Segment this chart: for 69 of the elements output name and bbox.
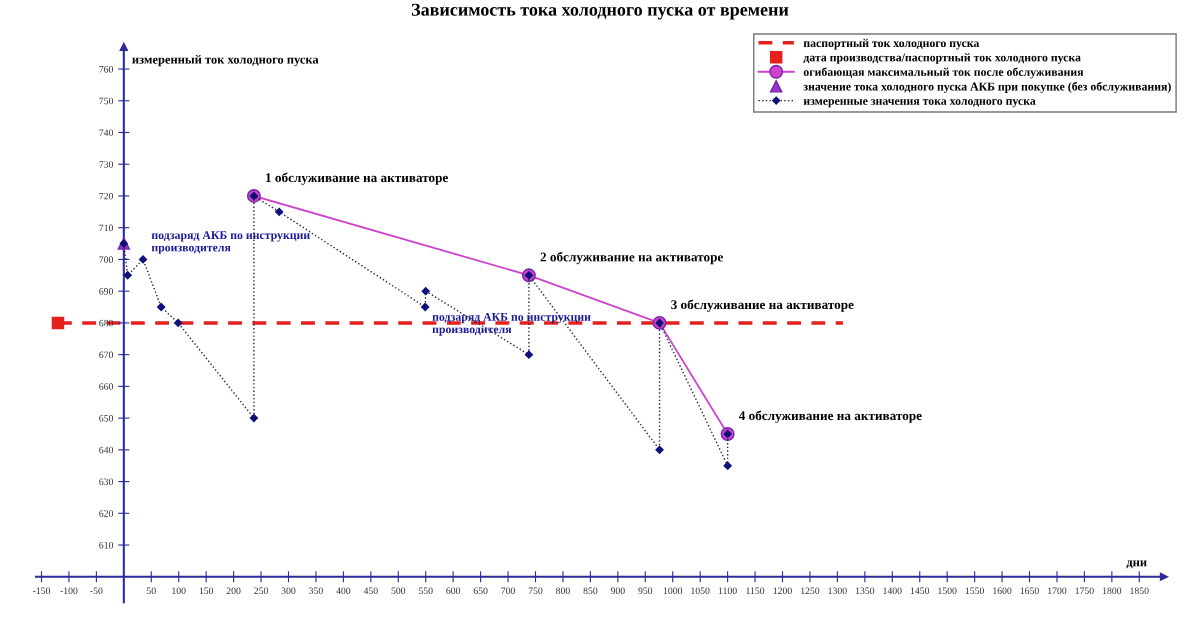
x-tick-label: 1700 [1048,587,1067,595]
annotation: подзаряд АКБ по инструкции производителя [432,312,591,336]
y-tick-label: 700 [99,256,114,263]
x-tick-label: 650 [473,587,488,595]
y-tick-label: 720 [99,192,114,200]
x-tick-label: -50 [90,587,103,595]
legend-label: дата производства/паспортный ток холодного пуска [803,53,1081,64]
x-tick-label: 750 [528,587,543,595]
x-tick-label: 1000 [663,587,683,595]
x-tick-label: 1550 [965,587,984,595]
x-tick-label: 1200 [773,587,792,595]
x-tick-label: -100 [60,587,78,595]
x-tick-label: 500 [391,587,406,595]
y-tick-label: 660 [99,383,114,390]
legend-label: паспортный ток холодного пуска [803,38,980,50]
legend-label: измеренные значения тока холодного пуска [803,99,1036,108]
y-tick-label: 650 [99,415,114,422]
legend-label: значение тока холодного пуска АКБ при покупке (без обслуживания) [803,81,1171,93]
x-tick-label: 1750 [1075,587,1094,595]
x-tick-label: 800 [556,587,570,595]
legend-label: огибающая максимальный ток после обслуживания [803,67,1084,79]
x-tick-label: 550 [419,587,433,595]
x-tick-label: 350 [309,587,323,595]
x-tick-label: 1250 [801,587,820,595]
x-tick-label: 250 [254,587,268,595]
annotation: 1 обслуживание на активаторе [266,172,448,185]
x-tick-label: 1300 [828,587,847,595]
x-tick-label: 100 [172,587,186,595]
x-tick-label: 200 [226,587,241,595]
x-tick-label: 900 [610,587,625,595]
y-tick-label: 750 [99,97,114,105]
annotation: 3 обслуживание на активаторе [671,299,854,312]
y-tick-label: 610 [99,541,114,549]
x-tick-label: 1600 [993,587,1012,595]
x-tick-label: 300 [281,587,296,595]
x-tick-label: 1650 [1020,587,1039,595]
x-tick-label: 1050 [691,587,710,595]
x-tick-label: 1500 [938,587,957,595]
x-tick-label: 50 [146,587,156,595]
y-tick-label: 690 [99,288,114,295]
x-axis-title: дни [1126,560,1147,569]
x-tick-label: 1400 [883,587,902,595]
y-tick-label: 740 [99,129,114,136]
y-tick-label: 760 [99,65,114,73]
y-tick-label: 710 [99,224,114,232]
y-tick-label: 630 [99,478,114,486]
x-tick-label: 600 [446,587,461,595]
x-tick-label: 1100 [718,587,737,595]
y-tick-label: 620 [99,510,114,517]
x-tick-label: 1450 [910,587,930,595]
x-tick-label: 1150 [746,587,765,595]
x-tick-label: 850 [583,587,598,595]
x-tick-label: 700 [501,587,515,595]
x-tick-label: -150 [32,587,51,595]
y-tick-label: 730 [99,161,114,168]
annotation: 4 обслуживание на активаторе [738,410,922,423]
annotation: 2 обслуживание на активаторе [540,251,723,265]
x-tick-label: 450 [363,587,378,595]
x-tick-label: 400 [336,587,351,595]
x-tick-label: 1850 [1130,587,1149,595]
x-tick-label: 1350 [855,587,875,595]
x-tick-label: 1800 [1102,587,1122,595]
annotation: подзаряд АКБ по инструкции производителя [151,231,310,254]
y-tick-label: 670 [99,351,114,359]
chart-title: Зависимость тока холодного пуска от времени [411,3,789,20]
y-tick-label: 640 [99,446,114,454]
x-tick-label: 950 [638,587,653,595]
x-tick-label: 150 [199,587,214,595]
y-axis-title: измеренный ток холодного пуска [132,54,319,67]
